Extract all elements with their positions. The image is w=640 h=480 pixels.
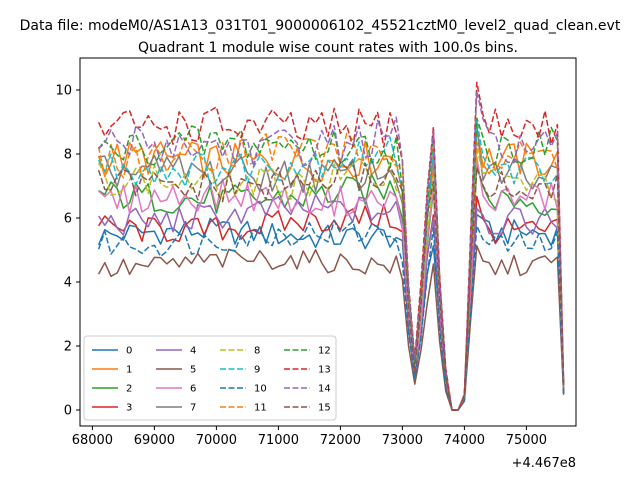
series-line-10 [97,219,565,411]
y-tick-label: 2 [64,340,72,355]
plot-area [79,57,577,427]
legend-label-14: 14 [318,384,331,395]
legend-label-2: 2 [126,384,132,395]
series-line-6 [98,156,565,411]
x-tick-label: 75000 [506,433,547,448]
legend-label-10: 10 [254,384,267,395]
legend-label-12: 12 [318,346,331,357]
figure-suptitle: Data file: modeM0/AS1A13_031T01_90000061… [20,18,621,34]
legend-label-11: 11 [254,403,267,414]
y-tick-label: 8 [64,148,72,163]
legend-frame [83,335,337,421]
series-line-15 [97,161,565,411]
x-tick-label: 71000 [258,433,299,448]
y-tick-label: 6 [64,212,72,227]
x-tick-label: 73000 [382,433,423,448]
x-axis-offset-label: +4.467e8 [512,456,576,471]
legend-label-0: 0 [126,346,132,357]
legend-label-6: 6 [190,384,196,395]
x-tick-label: 68000 [72,433,113,448]
legend-label-8: 8 [254,346,260,357]
axes-frame [79,57,577,427]
legend-label-4: 4 [190,346,196,357]
chart-title: Quadrant 1 module wise count rates with … [138,40,518,56]
series-line-14 [98,90,565,411]
legend-label-7: 7 [190,403,196,414]
series-line-7 [98,125,565,411]
series-layer [97,81,565,411]
x-tick-label: 72000 [320,433,361,448]
legend-label-3: 3 [126,403,132,414]
legend-label-5: 5 [190,365,196,376]
y-tick-label: 4 [64,276,72,291]
series-line-1 [97,125,565,411]
legend-label-1: 1 [126,365,132,376]
x-tick-label: 70000 [196,433,237,448]
legend-label-9: 9 [254,365,260,376]
y-axis: 0 2 4 6 8 10 [55,84,80,419]
x-axis: 68000 69000 70000 71000 72000 73000 74000 75000 [72,426,547,448]
x-tick-label: 69000 [134,433,175,448]
series-line-5 [97,245,565,411]
legend-label-15: 15 [318,403,331,414]
x-tick-label: 74000 [444,433,485,448]
series-line-13 [97,81,565,411]
legend-label-13: 13 [318,365,331,376]
y-tick-label: 10 [55,84,72,99]
series-line-0 [97,213,565,411]
series-line-12 [98,117,565,411]
y-tick-label: 0 [64,404,72,419]
